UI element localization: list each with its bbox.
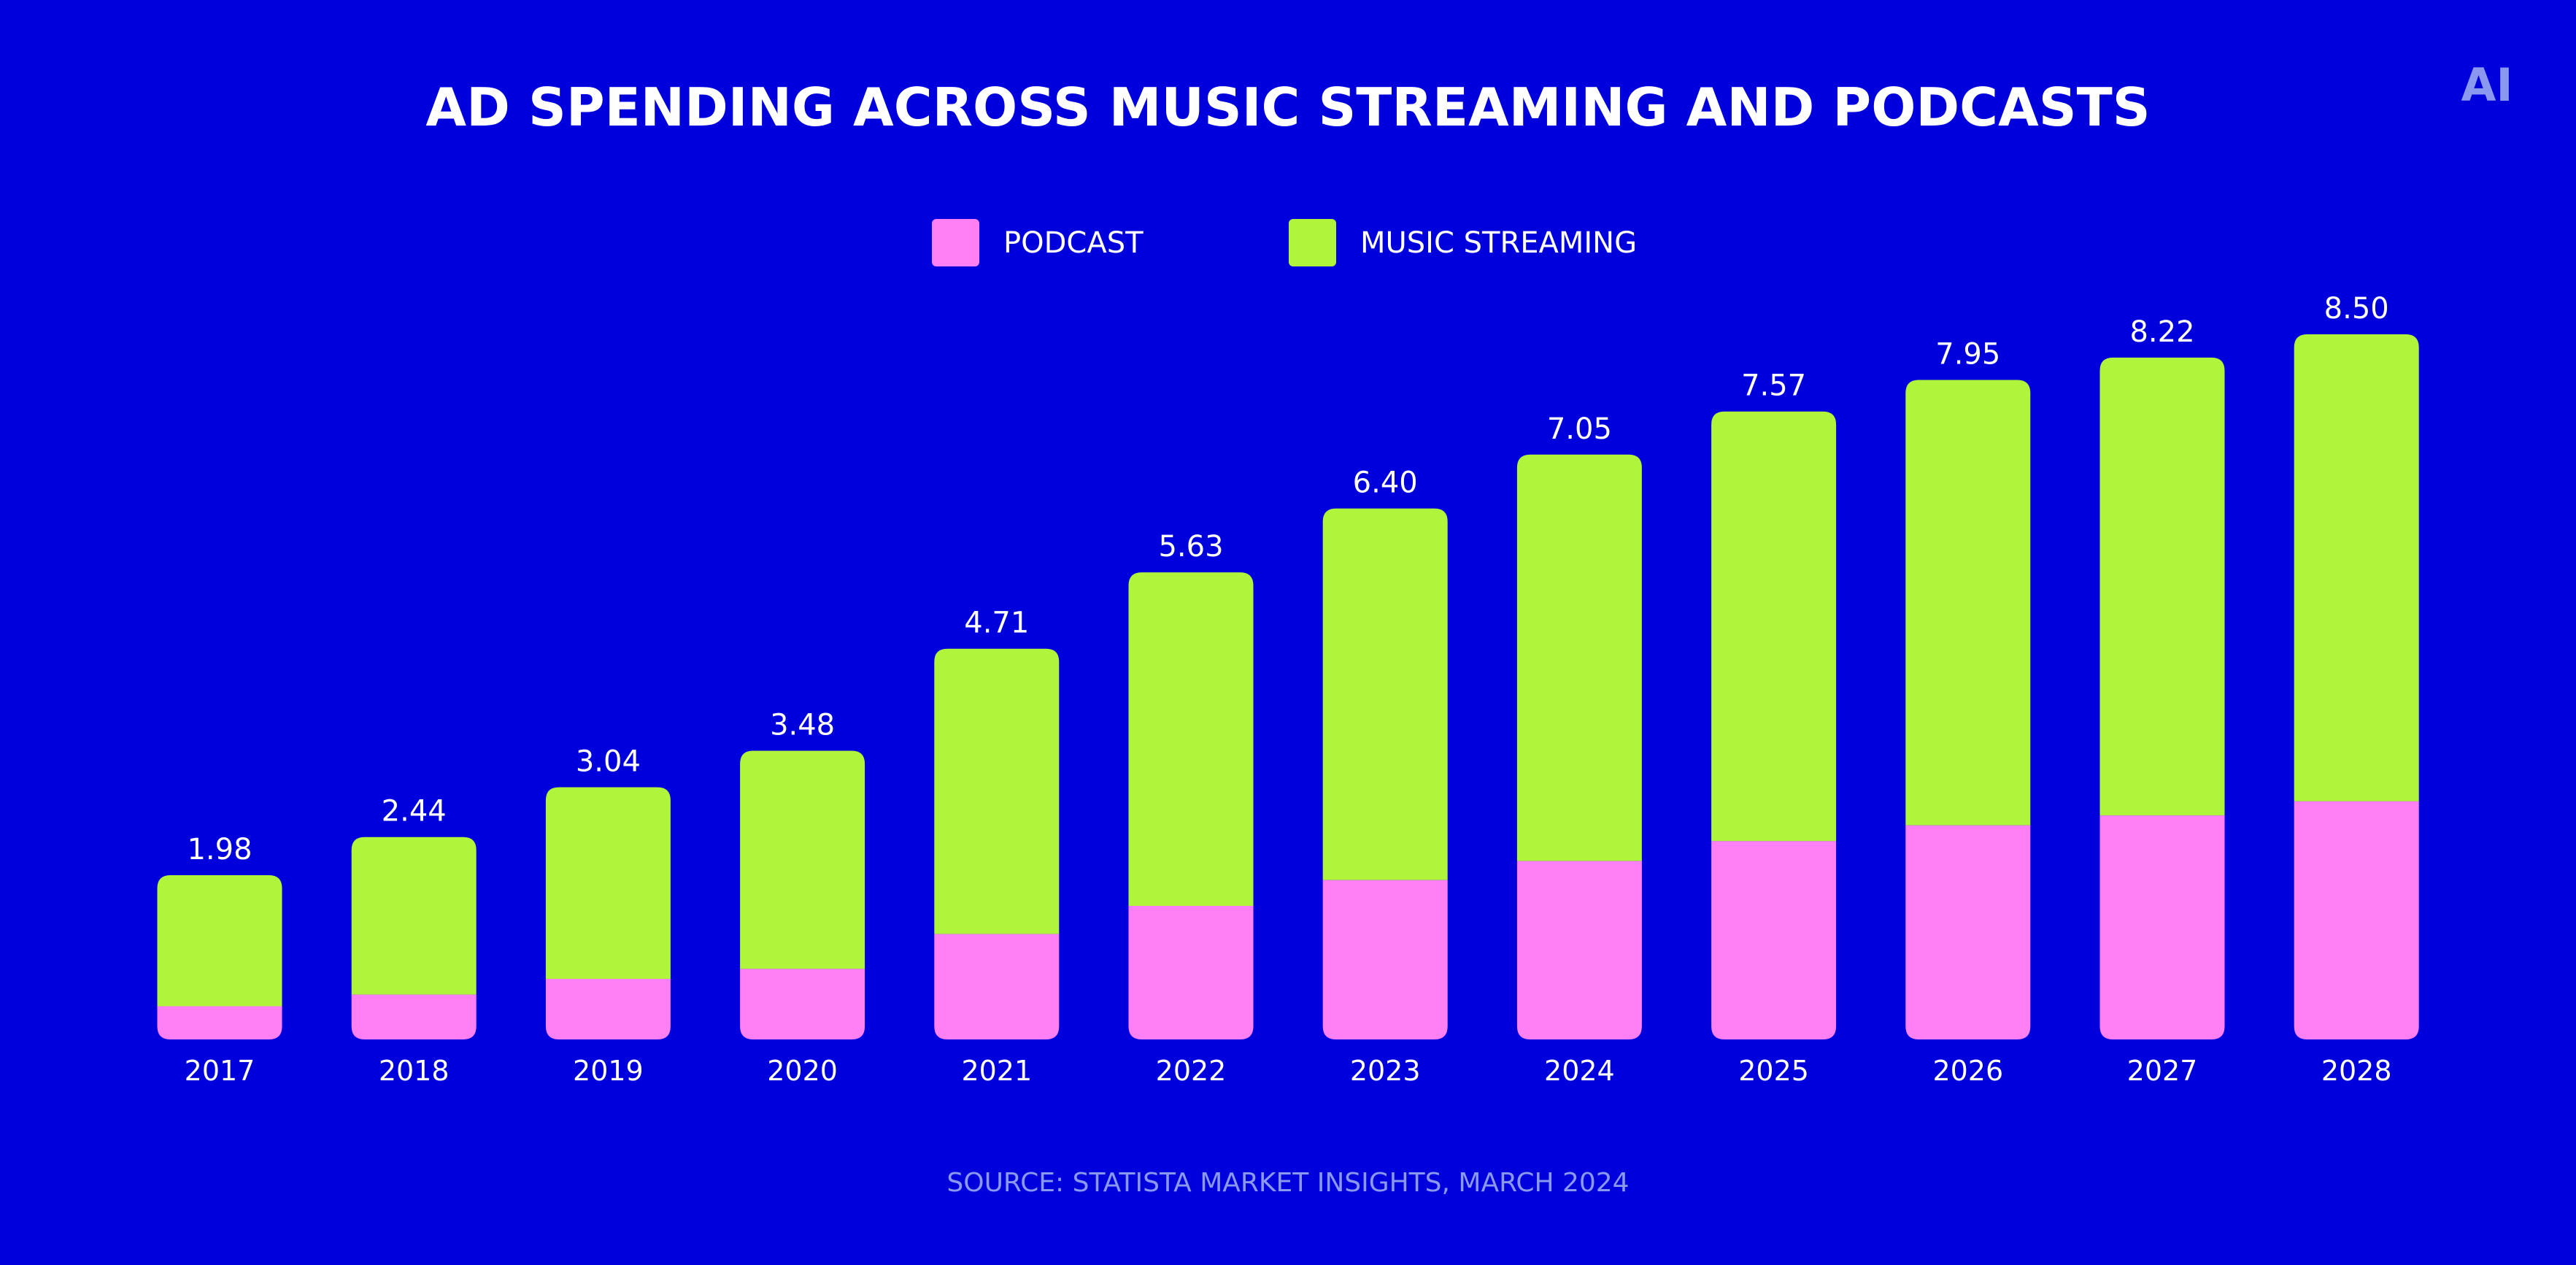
total-label-2025: 7.57 [1741, 369, 1806, 403]
legend: PODCAST MUSIC STREAMING [932, 219, 1637, 266]
bar-podcast-2018 [351, 994, 477, 1039]
bar-music-streaming-2028 [2294, 334, 2419, 801]
bar-podcast-2022 [1128, 906, 1254, 1039]
total-label-2028: 8.50 [2324, 292, 2389, 326]
total-label-2023: 6.40 [1353, 466, 1418, 500]
bar-music-streaming-2025 [1711, 411, 1837, 842]
x-tick-2023: 2023 [1350, 1055, 1421, 1087]
legend-label-music-streaming: MUSIC STREAMING [1360, 226, 1637, 260]
bar-music-streaming-2026 [1905, 380, 2031, 826]
x-tick-2026: 2026 [1932, 1055, 2003, 1087]
bar-podcast-2024 [1516, 861, 1642, 1039]
bar-music-streaming-2027 [2099, 357, 2225, 816]
total-label-2020: 3.48 [770, 709, 835, 742]
bar-podcast-2019 [545, 979, 671, 1039]
total-label-2022: 5.63 [1158, 530, 1223, 564]
bar-podcast-2027 [2099, 815, 2225, 1039]
bar-podcast-2021 [934, 934, 1060, 1039]
x-tick-2028: 2028 [2321, 1055, 2392, 1087]
x-tick-2027: 2027 [2127, 1055, 2198, 1087]
x-tick-2024: 2024 [1544, 1055, 1615, 1087]
bars-group: 1.98 2017 2.44 2018 3.04 2019 3.48 2020 4.71 2021… [157, 292, 2419, 1087]
total-label-2024: 7.05 [1547, 412, 1612, 446]
x-tick-2020: 2020 [767, 1055, 838, 1087]
bar-podcast-2017 [157, 1006, 282, 1039]
total-label-2017: 1.98 [187, 833, 252, 866]
total-label-2021: 4.71 [964, 607, 1029, 640]
bar-music-streaming-2018 [351, 837, 477, 995]
bar-music-streaming-2022 [1128, 572, 1254, 907]
bar-podcast-2020 [740, 969, 865, 1039]
bar-podcast-2028 [2294, 801, 2419, 1039]
brand-logo: AI [2461, 58, 2513, 112]
bar-music-streaming-2019 [545, 787, 671, 980]
bar-music-streaming-2024 [1516, 454, 1642, 861]
total-label-2019: 3.04 [576, 745, 641, 779]
chart-title: AD SPENDING ACROSS MUSIC STREAMING AND P… [425, 77, 2150, 138]
x-tick-2017: 2017 [185, 1055, 255, 1087]
legend-swatch-podcast [932, 219, 979, 266]
legend-label-podcast: PODCAST [1003, 226, 1144, 260]
x-tick-2019: 2019 [573, 1055, 644, 1087]
bar-podcast-2025 [1711, 841, 1837, 1039]
bar-podcast-2023 [1322, 880, 1448, 1039]
bar-podcast-2026 [1905, 825, 2031, 1039]
source-note: SOURCE: STATISTA MARKET INSIGHTS, MARCH … [946, 1168, 1629, 1198]
bar-music-streaming-2020 [740, 750, 865, 969]
x-tick-2025: 2025 [1738, 1055, 1809, 1087]
legend-swatch-music-streaming [1289, 219, 1336, 266]
total-label-2027: 8.22 [2129, 315, 2194, 349]
total-label-2026: 7.95 [1935, 338, 2000, 372]
x-tick-2018: 2018 [379, 1055, 450, 1087]
bar-music-streaming-2023 [1322, 508, 1448, 880]
x-tick-2021: 2021 [961, 1055, 1032, 1087]
total-label-2018: 2.44 [382, 795, 447, 828]
bar-music-streaming-2017 [157, 874, 282, 1007]
bar-music-streaming-2021 [934, 648, 1060, 934]
x-tick-2022: 2022 [1156, 1055, 1227, 1087]
